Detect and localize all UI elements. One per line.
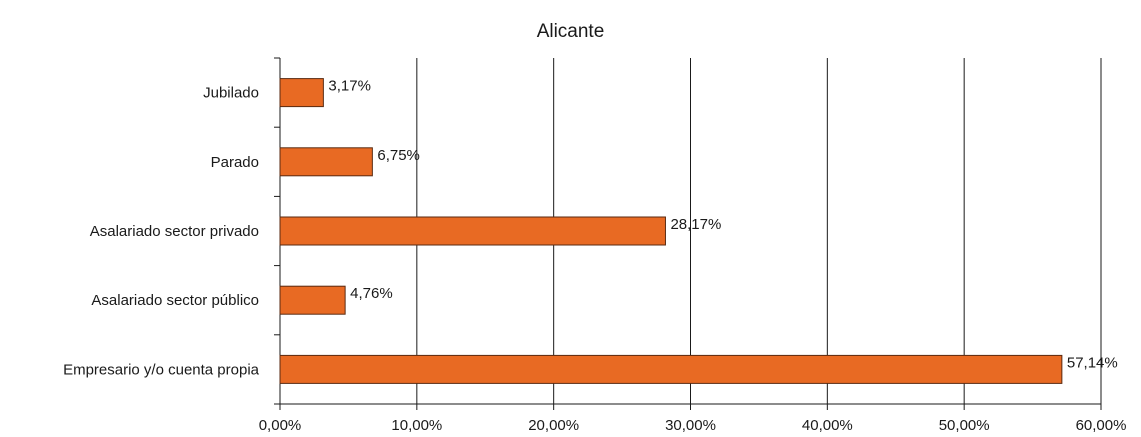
bars xyxy=(279,78,1063,384)
x-tick-label: 60,00% xyxy=(1076,417,1127,434)
x-tick-label: 10,00% xyxy=(391,417,442,434)
bar xyxy=(279,354,1063,384)
data-label: 6,75% xyxy=(377,147,420,164)
x-tick-label: 20,00% xyxy=(528,417,579,434)
data-label: 4,76% xyxy=(350,285,393,302)
x-tick-label: 50,00% xyxy=(939,417,990,434)
bar xyxy=(279,216,666,246)
category-label: Asalariado sector público xyxy=(91,292,259,309)
category-label: Jubilado xyxy=(203,85,259,102)
data-labels: 3,17% 6,75% 28,17% 4,76% 57,14% xyxy=(328,78,1117,372)
bar xyxy=(279,78,324,108)
data-label: 57,14% xyxy=(1067,354,1118,371)
bar xyxy=(279,285,346,315)
x-tick-label: 30,00% xyxy=(665,417,716,434)
category-label: Parado xyxy=(211,154,259,171)
data-label: 3,17% xyxy=(328,78,371,95)
x-tick-labels: 0,00% 10,00% 20,00% 30,00% 40,00% 50,00% 60,00… xyxy=(259,417,1127,434)
category-label: Asalariado sector privado xyxy=(90,223,259,240)
bar xyxy=(279,147,373,177)
chart-title: Alicante xyxy=(537,21,605,42)
gridlines xyxy=(416,58,1102,404)
category-label: Empresario y/o cuenta propia xyxy=(63,361,260,378)
x-tick-label: 40,00% xyxy=(802,417,853,434)
x-tick-label: 0,00% xyxy=(259,417,302,434)
data-label: 28,17% xyxy=(670,216,721,233)
category-labels: Jubilado Parado Asalariado sector privado A… xyxy=(63,85,260,379)
